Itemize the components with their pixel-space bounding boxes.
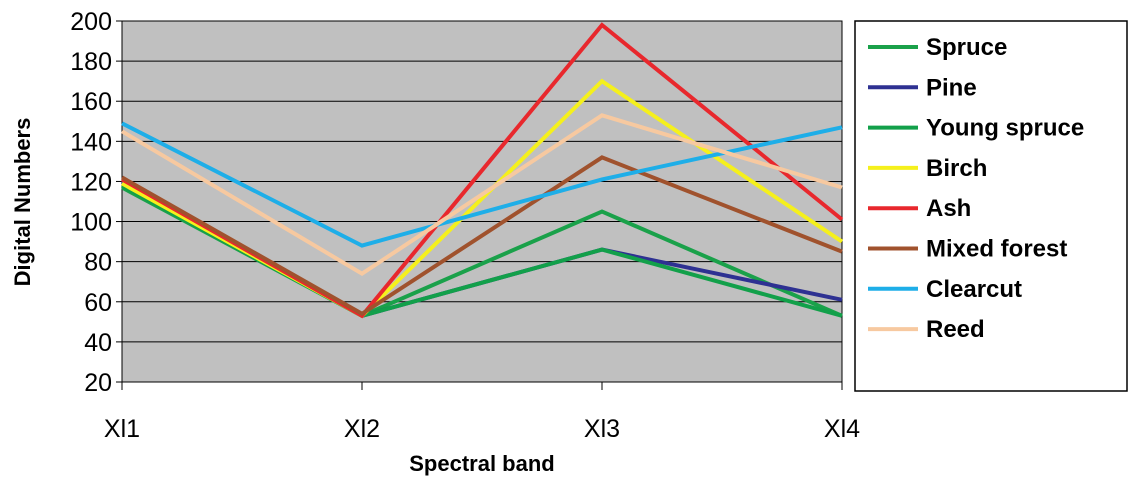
y-tick-label: 80	[84, 249, 112, 277]
plot-area	[121, 20, 843, 383]
series-line-reed	[120, 113, 843, 277]
legend-item: Reed	[868, 316, 985, 343]
legend-label: Spruce	[926, 34, 1007, 61]
legend-item: Mixed forest	[868, 236, 1067, 263]
y-tick-label: 20	[84, 369, 112, 397]
legend-label: Young spruce	[926, 115, 1084, 142]
y-tick-label: 200	[70, 8, 112, 36]
y-tick-label: 140	[70, 128, 112, 156]
legend-label: Reed	[926, 316, 985, 343]
x-tick-label: Xl1	[104, 415, 140, 443]
x-axis-title: Spectral band	[409, 451, 554, 476]
legend-box	[854, 20, 1128, 392]
legend-item: Clearcut	[868, 276, 1022, 303]
series-lines	[120, 22, 844, 319]
legend-label: Mixed forest	[926, 236, 1067, 263]
x-tick-label: Xl2	[344, 415, 380, 443]
y-tick-label: 160	[70, 88, 112, 116]
y-tick-label: 180	[70, 48, 112, 76]
legend-item: Birch	[868, 155, 987, 182]
legend-item: Young spruce	[868, 115, 1084, 142]
x-tick-label: Xl4	[824, 415, 860, 443]
y-axis-title: Digital Numbers	[10, 118, 35, 287]
legend-label: Ash	[926, 195, 971, 222]
legend-label: Birch	[926, 155, 987, 182]
y-tick-label: 120	[70, 168, 112, 196]
series-line-mixed-forest	[121, 155, 843, 317]
tick-labels: 20 40 60 80 100 120 140 160 180 200 Xl1 Xl2 Xl3 Xl4	[70, 8, 860, 443]
axes	[116, 20, 843, 390]
x-tick-label: Xl3	[584, 415, 620, 443]
legend-item: Ash	[868, 195, 971, 222]
legend-item: Spruce	[868, 34, 1007, 61]
y-tick-label: 100	[70, 209, 112, 237]
legend-item: Pine	[868, 74, 977, 101]
y-tick-label: 60	[84, 289, 112, 317]
legend: Spruce Pine Young spruce Birch Ash Mixed fore…	[854, 20, 1128, 392]
legend-label: Clearcut	[926, 276, 1022, 303]
legend-label: Pine	[926, 74, 977, 101]
y-tick-label: 40	[84, 329, 112, 357]
